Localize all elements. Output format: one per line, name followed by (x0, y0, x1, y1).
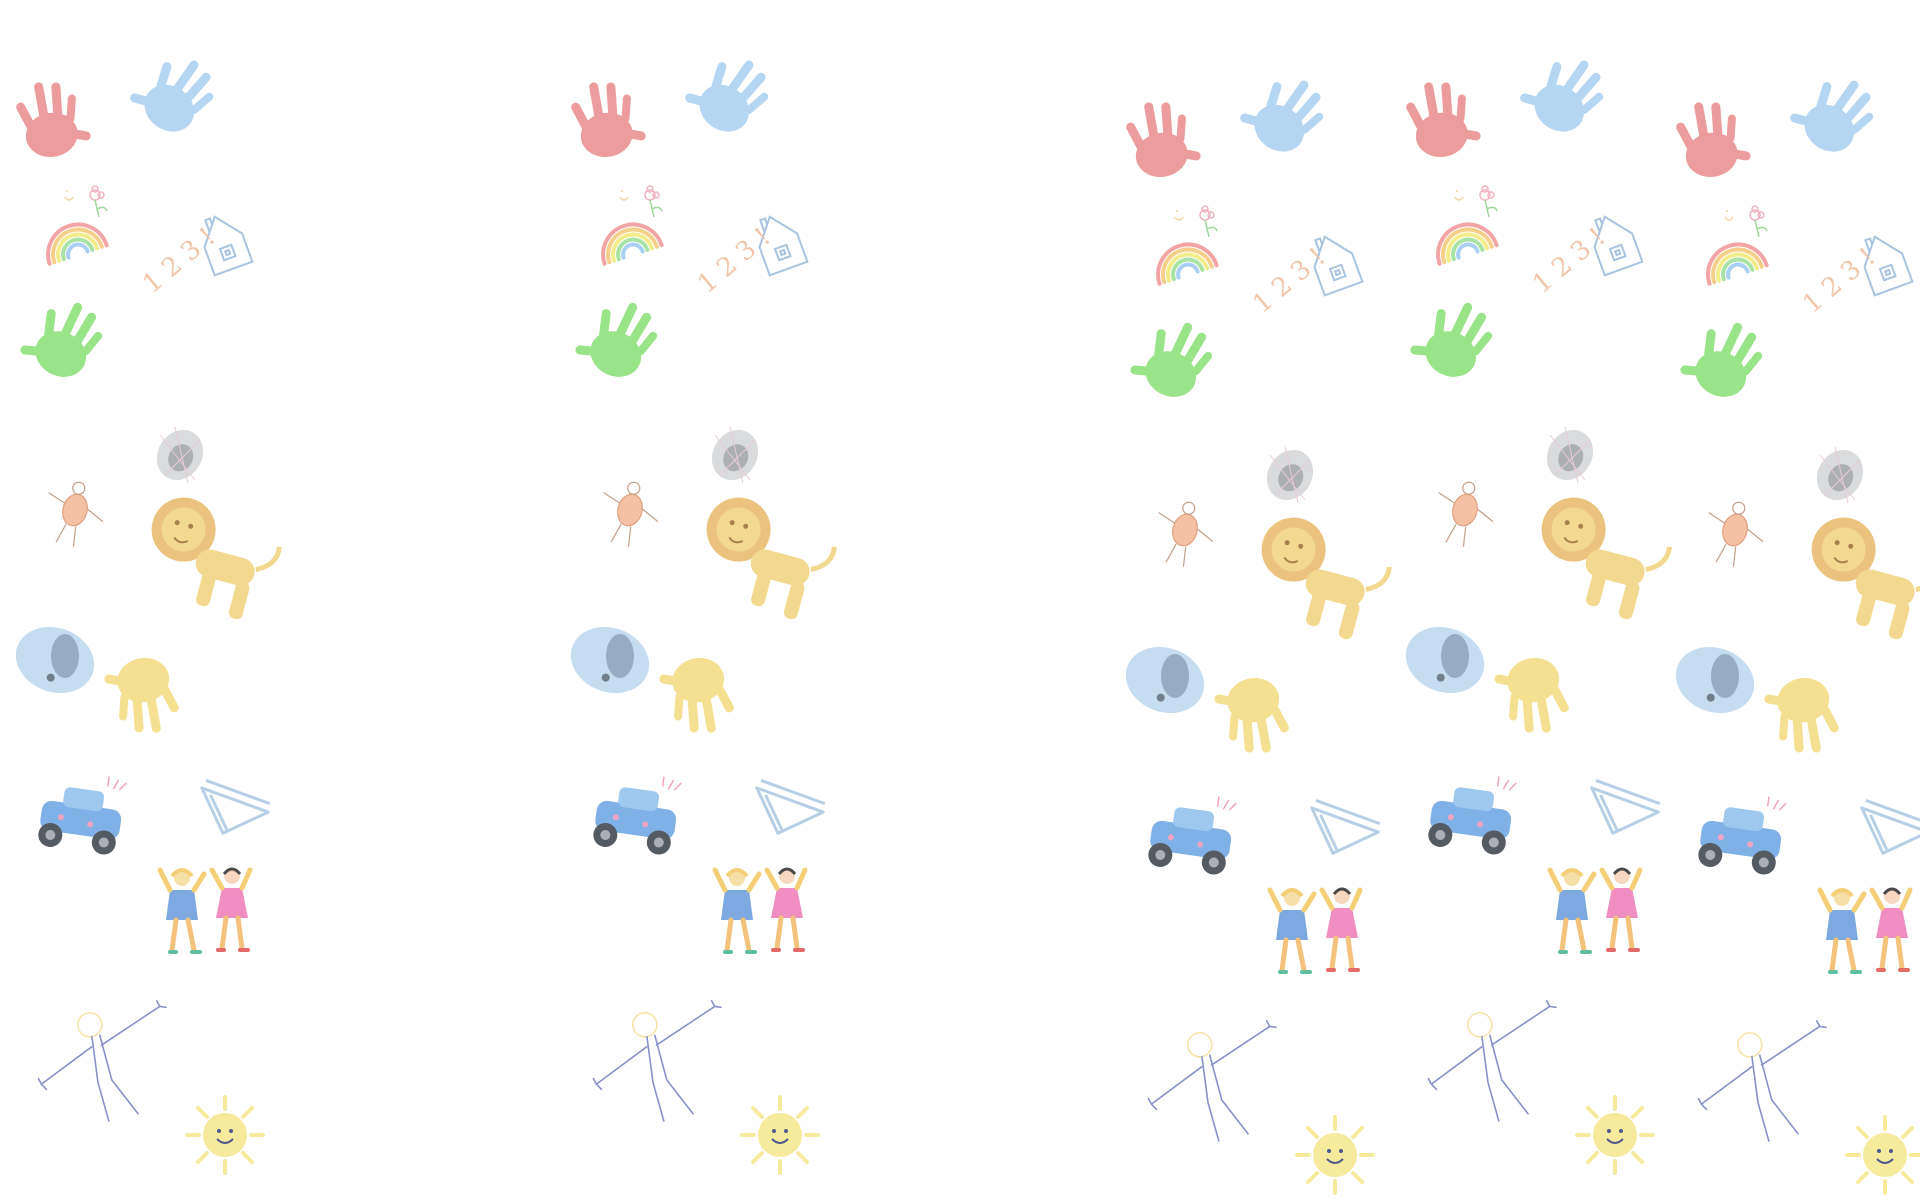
sailboat-drawing (1310, 799, 1381, 855)
green-handprint (1130, 322, 1213, 397)
yellow-handprint (1764, 678, 1839, 753)
stick-figure-blue (1697, 1020, 1827, 1142)
yellow-handprint (1494, 658, 1569, 733)
blue-handprint (685, 60, 769, 132)
stick-figure-orange (1158, 501, 1214, 567)
stick-figure-blue (1427, 1000, 1557, 1122)
flower-doodle (1454, 185, 1498, 218)
red-handprint (1126, 102, 1201, 177)
sailboat-drawing (1860, 799, 1920, 855)
sailboat-drawing (200, 779, 271, 835)
toy-truck-drawing (1428, 776, 1517, 855)
blue-blob-drawing (1675, 646, 1755, 714)
toy-truck-drawing (1148, 796, 1237, 875)
rainbow-drawing (1156, 242, 1219, 286)
house-drawing (1863, 235, 1914, 297)
blue-handprint (1240, 80, 1324, 152)
dark-scribble (156, 426, 204, 484)
stick-figure-blue (592, 1000, 722, 1122)
dark-scribble (1266, 446, 1314, 504)
blue-blob-drawing (570, 626, 650, 694)
lion-drawing (1261, 517, 1392, 640)
blue-blob-drawing (1405, 626, 1485, 694)
green-handprint (1680, 322, 1763, 397)
lion-drawing (1541, 497, 1672, 620)
lion-drawing (151, 497, 282, 620)
smiling-sun-drawing (1845, 1115, 1920, 1195)
yellow-handprint (104, 658, 179, 733)
wallpaper-tile: 1 2 3 ! (555, 0, 1075, 1200)
sailboat-drawing (755, 779, 826, 835)
two-girls-drawing (1547, 867, 1643, 954)
toy-truck-drawing (1698, 796, 1787, 875)
sailboat-drawing (1590, 779, 1661, 835)
blue-handprint (1520, 60, 1604, 132)
stick-figure-orange (603, 481, 659, 547)
dark-scribble (711, 426, 759, 484)
rainbow-drawing (46, 222, 109, 266)
rainbow-drawing (601, 222, 664, 266)
toy-truck-drawing (593, 776, 682, 855)
lion-drawing (1811, 517, 1920, 640)
stick-figure-orange (1708, 501, 1764, 567)
smiling-sun-drawing (185, 1095, 265, 1175)
blue-blob-drawing (1125, 646, 1205, 714)
stick-figure-blue (37, 1000, 167, 1122)
rainbow-drawing (1706, 242, 1769, 286)
two-girls-drawing (1267, 887, 1363, 974)
lion-drawing (706, 497, 837, 620)
blue-blob-drawing (15, 626, 95, 694)
wallpaper-tile: 1 2 3 ! (1660, 20, 1920, 1200)
two-girls-drawing (1817, 887, 1913, 974)
red-handprint (16, 82, 91, 157)
green-handprint (575, 302, 658, 377)
stick-figure-blue (1147, 1020, 1277, 1142)
green-handprint (20, 302, 103, 377)
blue-handprint (130, 60, 214, 132)
rainbow-drawing (1436, 222, 1499, 266)
yellow-handprint (1214, 678, 1289, 753)
stick-figure-orange (48, 481, 104, 547)
two-girls-drawing (712, 867, 808, 954)
two-girls-drawing (157, 867, 253, 954)
green-handprint (1410, 302, 1493, 377)
blue-handprint (1790, 80, 1874, 152)
red-handprint (571, 82, 646, 157)
flower-doodle (619, 185, 663, 218)
flower-doodle (1724, 205, 1768, 238)
smiling-sun-drawing (740, 1095, 820, 1175)
smiling-sun-drawing (1575, 1095, 1655, 1175)
house-drawing (758, 215, 809, 277)
smiling-sun-drawing (1295, 1115, 1375, 1195)
dark-scribble (1546, 426, 1594, 484)
yellow-handprint (659, 658, 734, 733)
stick-figure-orange (1438, 481, 1494, 547)
flower-doodle (64, 185, 108, 218)
wallpaper-tile: 1 2 3 ! (1110, 20, 1630, 1200)
house-drawing (203, 215, 254, 277)
dark-scribble (1816, 446, 1864, 504)
wallpaper-tile: 1 2 3 ! (1390, 0, 1910, 1200)
house-drawing (1593, 215, 1644, 277)
flower-doodle (1174, 205, 1218, 238)
toy-truck-drawing (38, 776, 127, 855)
house-drawing (1313, 235, 1364, 297)
wallpaper-tile: 1 2 3 ! (0, 0, 520, 1200)
red-handprint (1406, 82, 1481, 157)
red-handprint (1676, 102, 1751, 177)
